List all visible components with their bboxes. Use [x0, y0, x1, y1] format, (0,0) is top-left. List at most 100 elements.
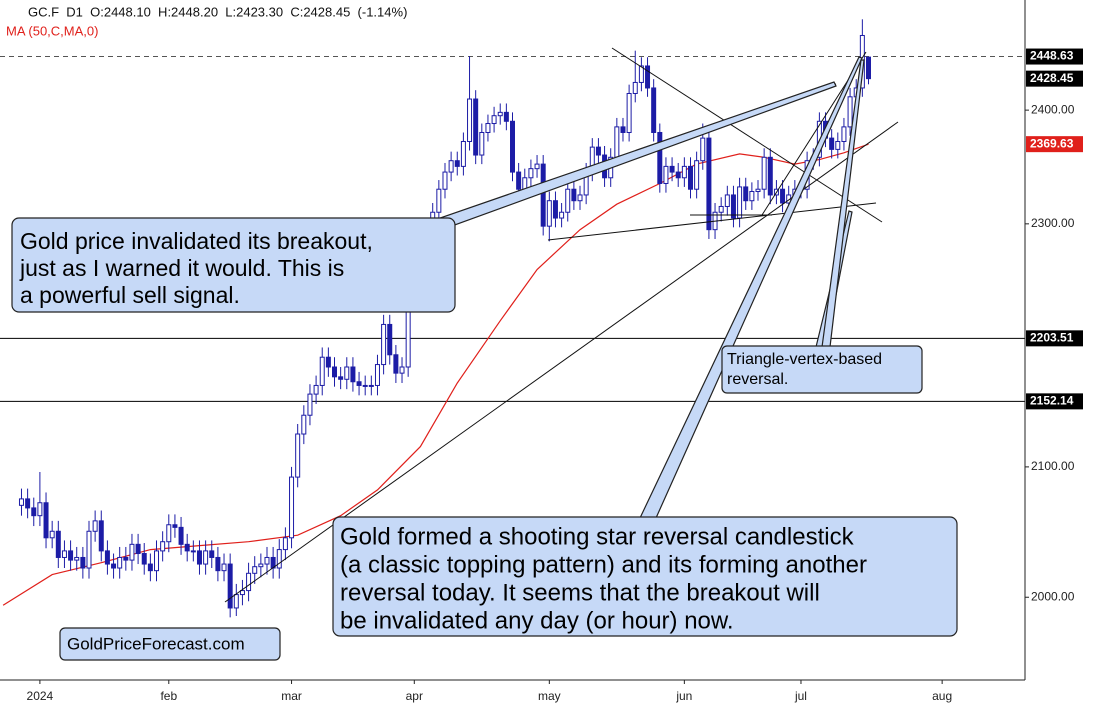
price-tag — [1026, 48, 1083, 65]
candle-body — [767, 156, 773, 196]
x-tick-label: 2024 — [27, 689, 54, 703]
candle-body — [313, 384, 319, 395]
y-tick-label: 2400.00 — [1031, 102, 1075, 116]
candle-body — [657, 131, 663, 184]
candle-body — [129, 543, 135, 561]
candle-body — [724, 194, 730, 207]
annotations: Gold price invalidated its breakout, jus… — [11, 217, 958, 661]
candle-body — [638, 65, 644, 83]
candle-body — [841, 126, 847, 142]
candle-body — [387, 323, 393, 356]
candle-body — [454, 160, 460, 167]
candle-body — [227, 563, 233, 609]
candle-body — [18, 498, 24, 506]
candle-body — [246, 572, 252, 592]
price-tag-label: 2448.63 — [1030, 49, 1074, 63]
candle-body — [344, 366, 350, 380]
x-tick-label: apr — [406, 689, 423, 703]
annotation-text: reversal today. It seems that the breako… — [340, 579, 820, 606]
price-axis-panel — [1025, 0, 1110, 710]
candle-body — [835, 140, 841, 150]
price-tag-label: 2428.45 — [1030, 71, 1074, 85]
candle-body — [485, 123, 491, 133]
y-tick-label: 2300.00 — [1031, 216, 1075, 230]
candle-body — [319, 356, 325, 386]
candle-body — [368, 384, 374, 387]
time-axis-panel — [0, 680, 1110, 710]
candle-body — [86, 530, 92, 569]
candle-body — [565, 188, 571, 213]
candle-body — [510, 120, 515, 173]
candle-body — [196, 550, 202, 565]
candle-body — [166, 524, 172, 543]
watermark-box — [59, 627, 281, 661]
candle-body — [117, 556, 123, 569]
candle-body — [295, 433, 301, 478]
x-tick-label: jul — [794, 689, 807, 703]
candle-body — [730, 194, 736, 219]
candle-body — [706, 137, 712, 231]
candle-body — [595, 146, 601, 156]
trendline — [611, 47, 883, 223]
ma-line — [2, 143, 869, 606]
candle-body — [332, 366, 338, 378]
annotation-box — [11, 217, 456, 313]
candle-body — [325, 356, 331, 368]
chart-title: GC.F D1 O:2448.10 H:2448.20 L:2423.30 C:… — [28, 4, 407, 19]
x-tick-label: mar — [281, 689, 302, 703]
candle-body — [178, 526, 184, 545]
candle-body — [491, 115, 497, 125]
candle-body — [393, 354, 399, 374]
candle-body — [55, 530, 61, 558]
candle-body — [614, 126, 620, 158]
candle-body — [761, 156, 767, 190]
candle-body — [755, 188, 761, 193]
candle-body — [681, 165, 687, 179]
candle-body — [98, 520, 104, 552]
candle-body — [356, 381, 362, 386]
annotation-text: Gold price invalidated its breakout, — [20, 228, 373, 254]
candle-body — [528, 168, 534, 179]
y-tick-label: 2000.00 — [1031, 589, 1075, 603]
candle-body — [632, 81, 638, 94]
candle-body — [442, 171, 448, 190]
trendline — [547, 202, 877, 241]
price-tag-label: 2203.51 — [1030, 331, 1074, 345]
candle-body — [516, 171, 522, 190]
candle-body — [467, 98, 473, 142]
candle-body — [276, 549, 282, 569]
candle-body — [92, 520, 98, 532]
candle-body — [252, 566, 258, 574]
annotation-text: just as I warned it would. This is — [19, 255, 344, 281]
candle-body — [700, 137, 706, 162]
candle-body — [160, 541, 166, 552]
candle-body — [694, 160, 700, 190]
annotation-text: (a classic topping pattern) and its form… — [340, 551, 867, 578]
candle-body — [552, 200, 558, 219]
candle-body — [154, 550, 160, 572]
candle-body — [221, 563, 227, 572]
candle-body — [669, 165, 675, 173]
candle-body — [233, 594, 239, 609]
candle-body — [362, 384, 368, 387]
candle-body — [135, 543, 141, 555]
candle-body — [374, 364, 380, 386]
candle-body — [80, 556, 86, 569]
candle-body — [571, 188, 577, 202]
annotation-text: a powerful sell signal. — [20, 282, 240, 308]
candle-body — [61, 550, 67, 558]
candle-body — [258, 563, 264, 568]
candle-body — [626, 92, 632, 133]
candle-body — [522, 177, 528, 190]
candle-body — [37, 502, 43, 517]
candle-body — [239, 590, 245, 596]
candle-body — [289, 476, 295, 539]
candle-body — [749, 191, 755, 202]
candle-body — [448, 160, 454, 173]
candle-body — [479, 131, 485, 156]
candle-body — [43, 502, 49, 539]
candle-body — [172, 524, 178, 528]
candle-body — [577, 194, 583, 202]
